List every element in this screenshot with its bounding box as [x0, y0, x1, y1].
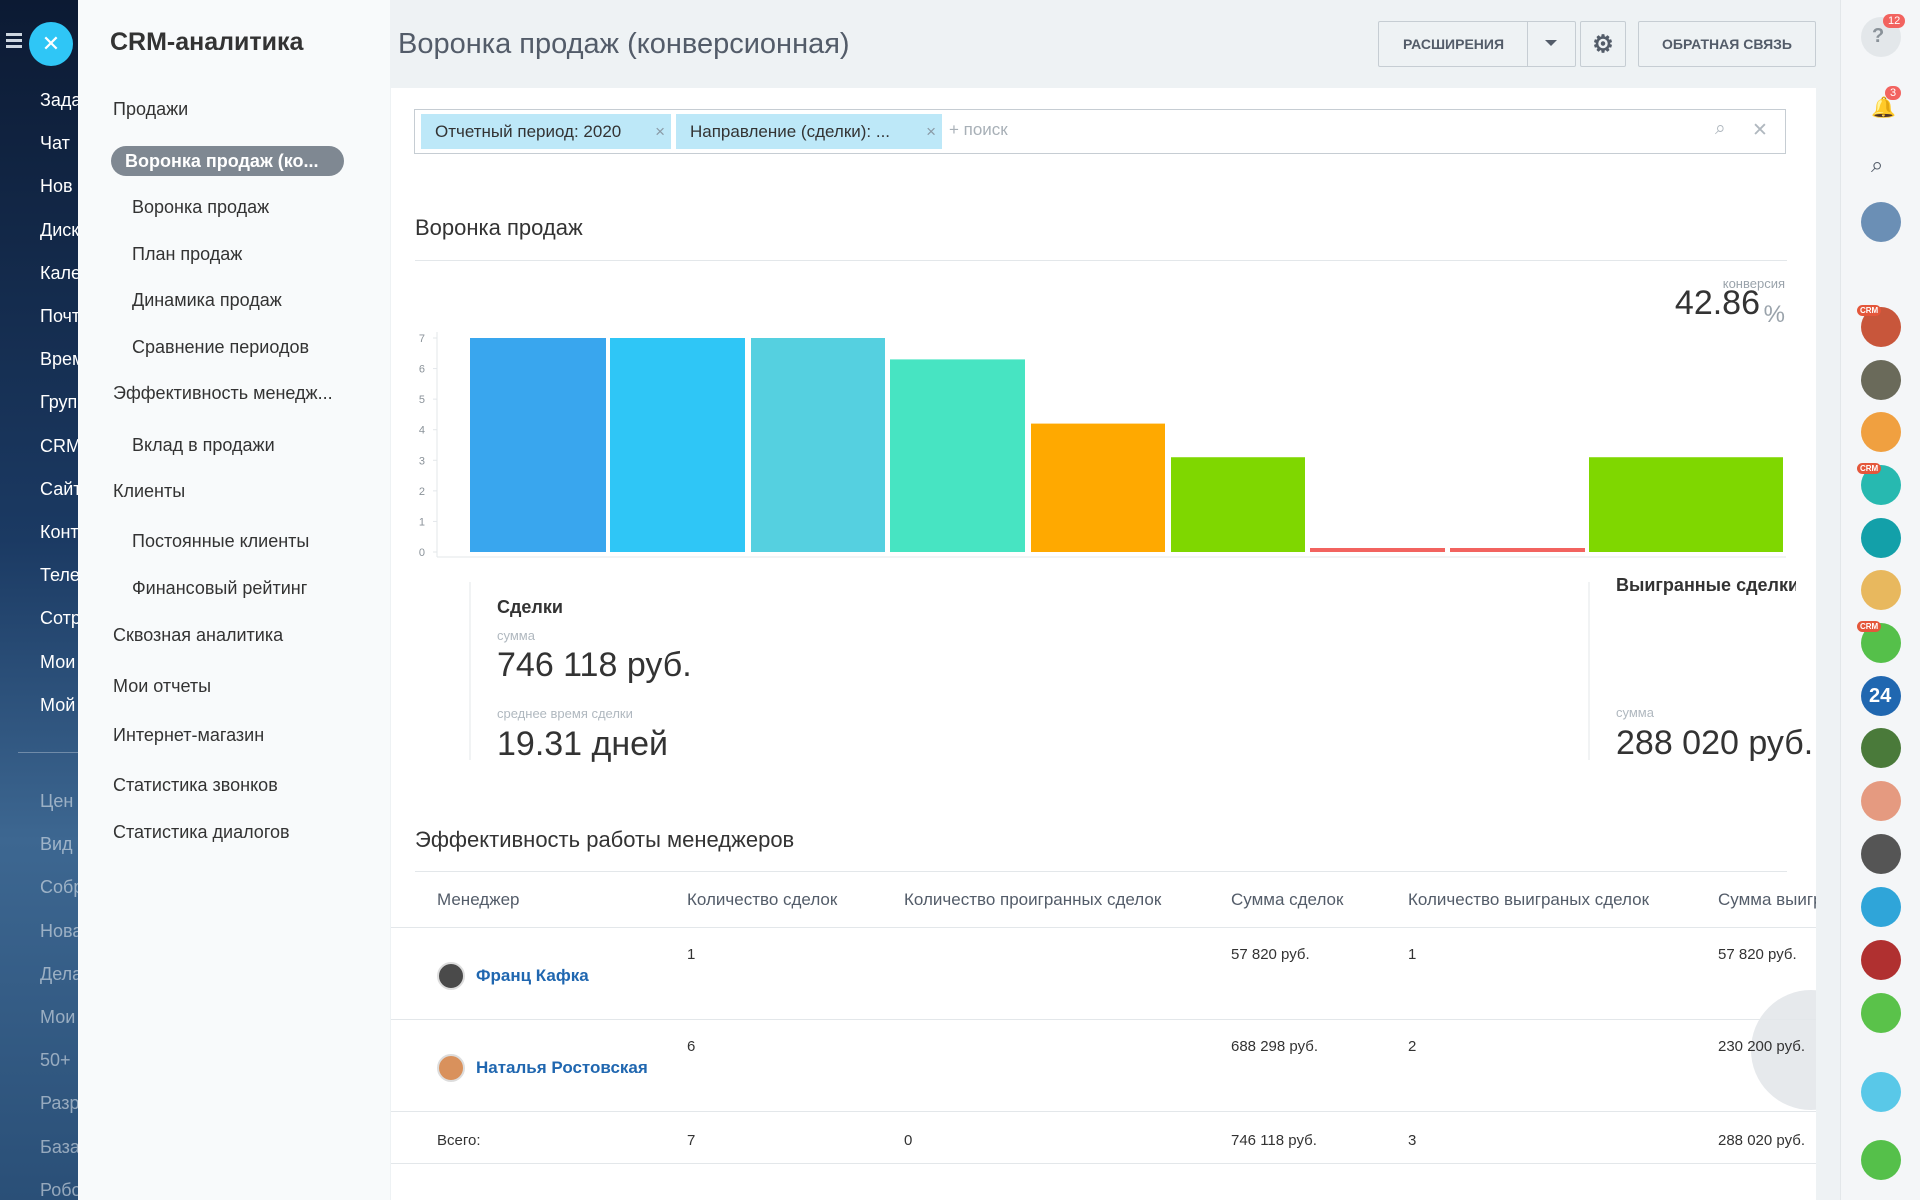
- bar: [1031, 424, 1165, 552]
- sum-label: сумма: [1616, 705, 1655, 720]
- right-bar: ?🔔⌕123CRMCRMCRM24: [1840, 0, 1920, 1200]
- won-title: Выигранные сделки: [1616, 576, 1746, 595]
- badge: 12: [1883, 14, 1905, 28]
- sidebar-icon[interactable]: [1861, 834, 1901, 874]
- sidebar-icon[interactable]: [1861, 940, 1901, 980]
- y-tick-label: 0: [419, 547, 425, 559]
- table-cell: 1: [1408, 946, 1416, 963]
- column-header: Количество сделок: [687, 890, 837, 910]
- y-tick-label: 6: [419, 364, 425, 376]
- crm-tag: CRM: [1857, 621, 1881, 632]
- table-cell: 6: [687, 1038, 695, 1055]
- y-tick-label: 5: [419, 394, 425, 406]
- icon-glyph[interactable]: ?: [1872, 25, 1884, 48]
- sidebar-icon[interactable]: [1861, 781, 1901, 821]
- sidebar-icon[interactable]: [1861, 518, 1901, 558]
- total-cell: 746 118 руб.: [1231, 1132, 1317, 1149]
- bar: [470, 338, 606, 552]
- sum-label: сумма: [497, 628, 536, 643]
- column-header: Сумма выигранных сделок: [1718, 890, 1816, 910]
- sidebar-icon[interactable]: [1861, 887, 1901, 927]
- sidebar-icon[interactable]: [1861, 1140, 1901, 1180]
- total-cell: 0: [904, 1132, 912, 1149]
- table-cell: 57 820 руб.: [1231, 946, 1310, 963]
- bar: [1589, 457, 1783, 552]
- sidebar-icon[interactable]: [1861, 202, 1901, 242]
- crm-tag: CRM: [1857, 463, 1881, 474]
- bar: [1171, 457, 1305, 552]
- table-line: [391, 927, 1816, 928]
- sidebar-icon[interactable]: [1861, 570, 1901, 610]
- won-title-box: Выигранные сделки: [1616, 576, 1796, 636]
- column-header: Количество проигранных сделок: [904, 890, 1161, 910]
- bar: [610, 338, 745, 552]
- manager-name[interactable]: Франц Кафка: [476, 966, 589, 986]
- y-tick-label: 2: [419, 486, 425, 498]
- bar: [1450, 548, 1585, 552]
- avg-time: 19.31 дней: [497, 725, 668, 763]
- won-sum: 288 020 руб.: [1616, 724, 1813, 762]
- sidebar-icon[interactable]: [1861, 728, 1901, 768]
- crm-tag: CRM: [1857, 305, 1881, 316]
- managers-table: Менеджер Количество сделок Количество прои…: [391, 870, 1816, 1200]
- sidebar-icon[interactable]: [1861, 1072, 1901, 1112]
- y-tick-label: 3: [419, 455, 425, 467]
- badge: 3: [1885, 86, 1901, 100]
- sidebar-icon[interactable]: [1861, 412, 1901, 452]
- column-header: Количество выиграных сделок: [1408, 890, 1649, 910]
- bar: [890, 359, 1025, 552]
- avg-time-label: среднее время сделки: [497, 706, 633, 721]
- table-line: [391, 1019, 1816, 1020]
- manager-name[interactable]: Наталья Ростовская: [476, 1058, 648, 1078]
- sidebar-icon[interactable]: [1861, 256, 1901, 296]
- table-cell: 1: [687, 946, 695, 963]
- deals-title: Сделки: [497, 597, 563, 617]
- deals-sum: 746 118 руб.: [497, 646, 692, 684]
- table-cell: 688 298 руб.: [1231, 1038, 1318, 1055]
- avatar[interactable]: [437, 1054, 465, 1082]
- table-cell: 2: [1408, 1038, 1416, 1055]
- total-cell: 7: [687, 1132, 695, 1149]
- bar: [751, 338, 885, 552]
- bar: [1310, 548, 1445, 552]
- column-header: Сумма сделок: [1231, 890, 1343, 910]
- icon-glyph[interactable]: ⌕: [1871, 152, 1883, 178]
- conversion-value: 42.86: [1675, 284, 1760, 322]
- conversion-unit: %: [1764, 301, 1785, 328]
- table-line: [391, 1111, 1816, 1112]
- b24-icon-label: 24: [1869, 685, 1891, 708]
- table-cell: 57 820 руб.: [1718, 946, 1797, 963]
- column-header: Менеджер: [437, 890, 519, 910]
- sidebar-icon[interactable]: [1861, 360, 1901, 400]
- y-tick-label: 4: [419, 425, 425, 437]
- y-tick-label: 7: [419, 333, 425, 345]
- y-tick-label: 1: [419, 516, 425, 528]
- table-line: [391, 1163, 1816, 1164]
- total-cell: 288 020 руб.: [1718, 1132, 1805, 1149]
- sidebar-icon[interactable]: [1861, 993, 1901, 1033]
- total-cell: 3: [1408, 1132, 1416, 1149]
- total-cell: Всего:: [437, 1132, 481, 1149]
- avatar[interactable]: [437, 962, 465, 990]
- table-cell: 230 200 руб.: [1718, 1038, 1805, 1055]
